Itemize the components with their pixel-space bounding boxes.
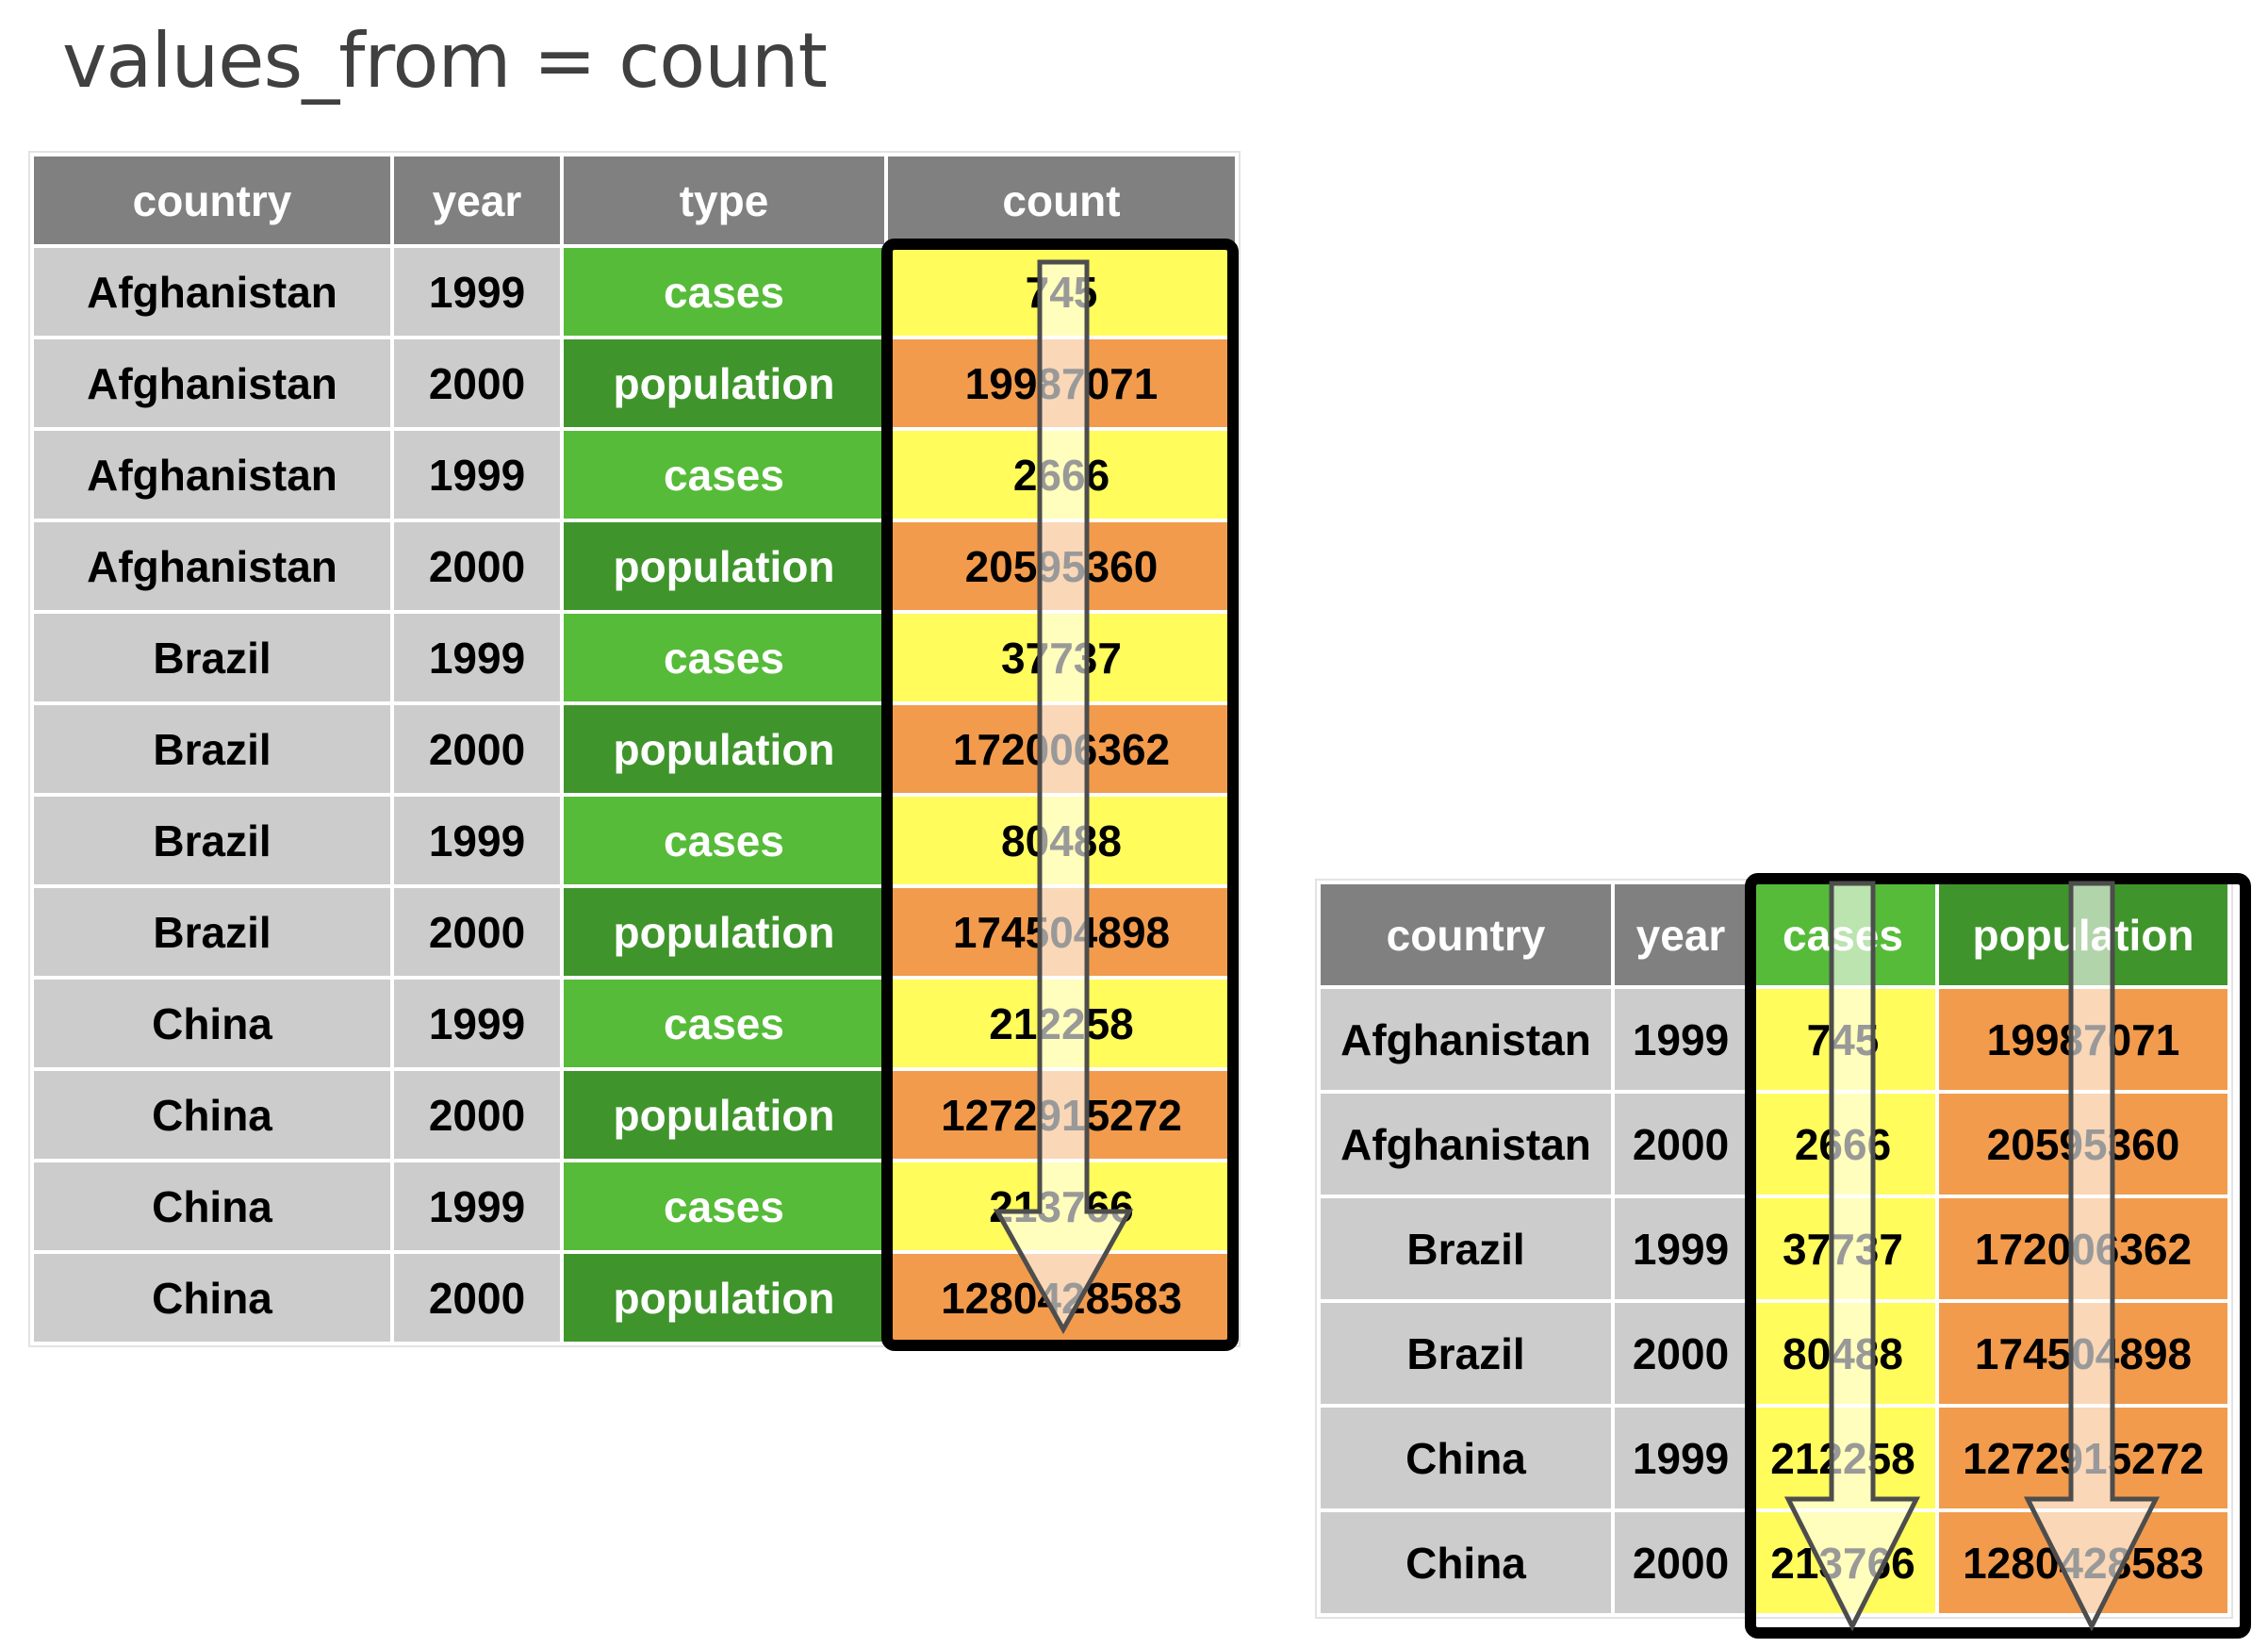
long-table-header-row: country year type count <box>34 157 1235 244</box>
country-cell: China <box>34 1162 390 1250</box>
year-cell: 2000 <box>1615 1303 1747 1404</box>
year-cell: 2000 <box>394 339 560 427</box>
year-cell: 2000 <box>394 1071 560 1159</box>
year-cell: 1999 <box>1615 989 1747 1090</box>
year-cell: 1999 <box>1615 1408 1747 1508</box>
table-row: Afghanistan 1999 cases 745 <box>34 248 1235 336</box>
type-cell: cases <box>564 431 884 519</box>
column-header-year: year <box>394 157 560 244</box>
type-cell: population <box>564 522 884 610</box>
year-cell: 2000 <box>394 1254 560 1342</box>
type-cell: cases <box>564 248 884 336</box>
column-header-country: country <box>34 157 390 244</box>
country-cell: Brazil <box>1321 1303 1611 1404</box>
country-cell: Afghanistan <box>34 248 390 336</box>
column-header-year: year <box>1615 884 1747 985</box>
year-cell: 2000 <box>394 522 560 610</box>
year-cell: 1999 <box>1615 1198 1747 1299</box>
table-row: Brazil 1999 cases 80488 <box>34 797 1235 884</box>
country-cell: China <box>34 1254 390 1342</box>
year-cell: 1999 <box>394 980 560 1067</box>
value-columns-highlight <box>1745 873 2251 1639</box>
year-cell: 2000 <box>394 888 560 976</box>
column-header-type: type <box>564 157 884 244</box>
country-cell: China <box>34 980 390 1067</box>
country-cell: Afghanistan <box>34 522 390 610</box>
country-cell: Brazil <box>34 888 390 976</box>
column-header-country: country <box>1321 884 1611 985</box>
count-column-highlight <box>881 239 1239 1351</box>
year-cell: 1999 <box>394 431 560 519</box>
country-cell: China <box>34 1071 390 1159</box>
type-cell: population <box>564 339 884 427</box>
type-cell: population <box>564 1071 884 1159</box>
country-cell: Afghanistan <box>34 431 390 519</box>
country-cell: Afghanistan <box>1321 989 1611 1090</box>
year-cell: 1999 <box>394 797 560 884</box>
country-cell: China <box>1321 1408 1611 1508</box>
type-cell: population <box>564 1254 884 1342</box>
country-cell: Brazil <box>1321 1198 1611 1299</box>
country-cell: Afghanistan <box>34 339 390 427</box>
year-cell: 2000 <box>394 705 560 793</box>
type-cell: cases <box>564 1162 884 1250</box>
page-title: values_from = count <box>62 17 828 105</box>
column-header-count: count <box>888 157 1235 244</box>
type-cell: cases <box>564 797 884 884</box>
country-cell: China <box>1321 1512 1611 1613</box>
year-cell: 1999 <box>394 614 560 701</box>
year-cell: 2000 <box>1615 1094 1747 1195</box>
country-cell: Brazil <box>34 797 390 884</box>
type-cell: cases <box>564 980 884 1067</box>
type-cell: population <box>564 888 884 976</box>
year-cell: 2000 <box>1615 1512 1747 1613</box>
type-cell: population <box>564 705 884 793</box>
year-cell: 1999 <box>394 1162 560 1250</box>
country-cell: Brazil <box>34 705 390 793</box>
country-cell: Brazil <box>34 614 390 701</box>
year-cell: 1999 <box>394 248 560 336</box>
country-cell: Afghanistan <box>1321 1094 1611 1195</box>
type-cell: cases <box>564 614 884 701</box>
